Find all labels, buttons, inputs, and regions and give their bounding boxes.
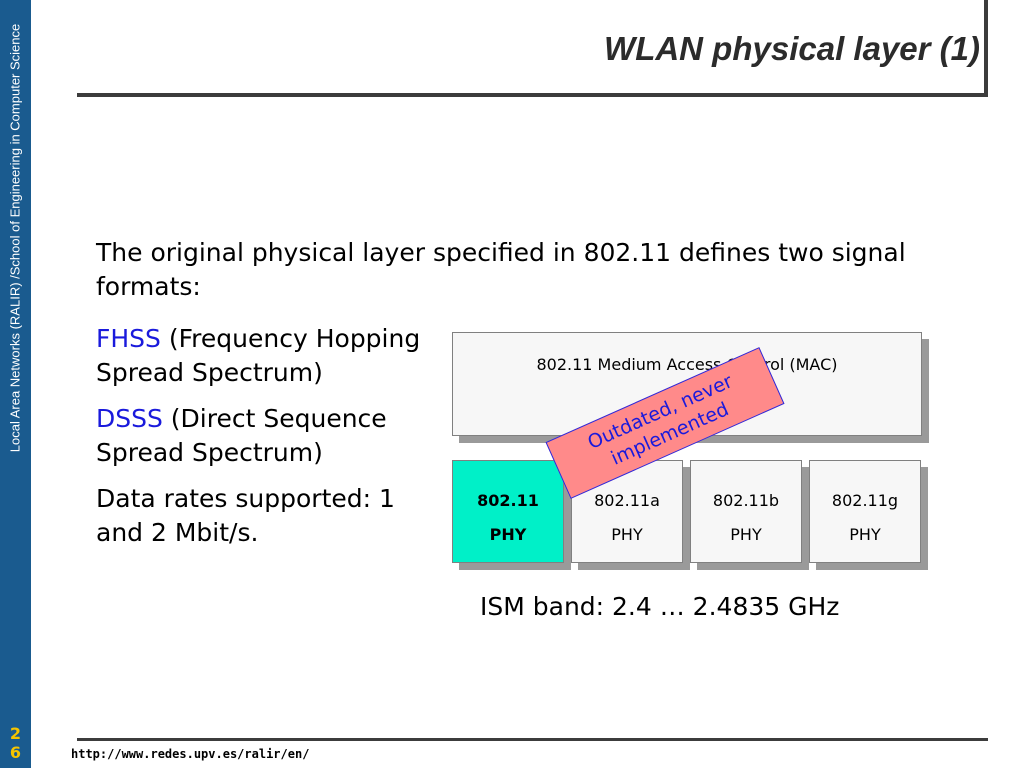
dsss-term: DSSS: [96, 404, 163, 433]
mac-layer-label: 802.11 Medium Access Control (MAC): [536, 355, 838, 374]
sidebar: Local Area Networks (RALIR) /School of E…: [0, 0, 31, 768]
page-number-digit-1: 2: [9, 724, 22, 743]
footer-url-link[interactable]: http://www.redes.upv.es/ralir/en/: [71, 747, 310, 761]
bullet-fhss: FHSS (Frequency Hopping Spread Spectrum): [96, 322, 426, 390]
footer-divider: [77, 738, 988, 741]
phy-box-802-11b: 802.11b PHY: [690, 460, 802, 563]
intro-paragraph: The original physical layer specified in…: [96, 238, 906, 301]
phy-box-802-11: 802.11 PHY: [452, 460, 564, 563]
ism-band-caption: ISM band: 2.4 … 2.4835 GHz: [480, 592, 840, 621]
title-divider: [77, 93, 988, 97]
phy-box-label: 802.11g: [831, 491, 899, 510]
bullet-data-rates: Data rates supported: 1 and 2 Mbit/s.: [96, 484, 395, 547]
dsss-description: (Direct Sequence Spread Spectrum): [96, 404, 387, 467]
phy-box-sublabel: PHY: [730, 525, 762, 544]
phy-box-802-11g: 802.11g PHY: [809, 460, 921, 563]
phy-box-sublabel: PHY: [489, 525, 527, 544]
fhss-term: FHSS: [96, 324, 161, 353]
bullet-list: FHSS (Frequency Hopping Spread Spectrum)…: [96, 322, 426, 562]
fhss-description: (Frequency Hopping Spread Spectrum): [96, 324, 421, 387]
phy-box-label: 802.11: [477, 491, 539, 510]
slide-title: WLAN physical layer (1): [604, 30, 980, 67]
phy-box-sublabel: PHY: [849, 525, 881, 544]
phy-box-sublabel: PHY: [611, 525, 643, 544]
phy-box-label: 802.11b: [712, 491, 780, 510]
bullet-dsss: DSSS (Direct Sequence Spread Spectrum): [96, 402, 426, 470]
page-number: 2 6: [0, 724, 31, 762]
sidebar-course-text: Local Area Networks (RALIR) /School of E…: [7, 23, 23, 453]
phy-box-label: 802.11a: [594, 491, 660, 510]
title-frame-right: [984, 0, 988, 97]
page-number-digit-2: 6: [9, 743, 22, 762]
